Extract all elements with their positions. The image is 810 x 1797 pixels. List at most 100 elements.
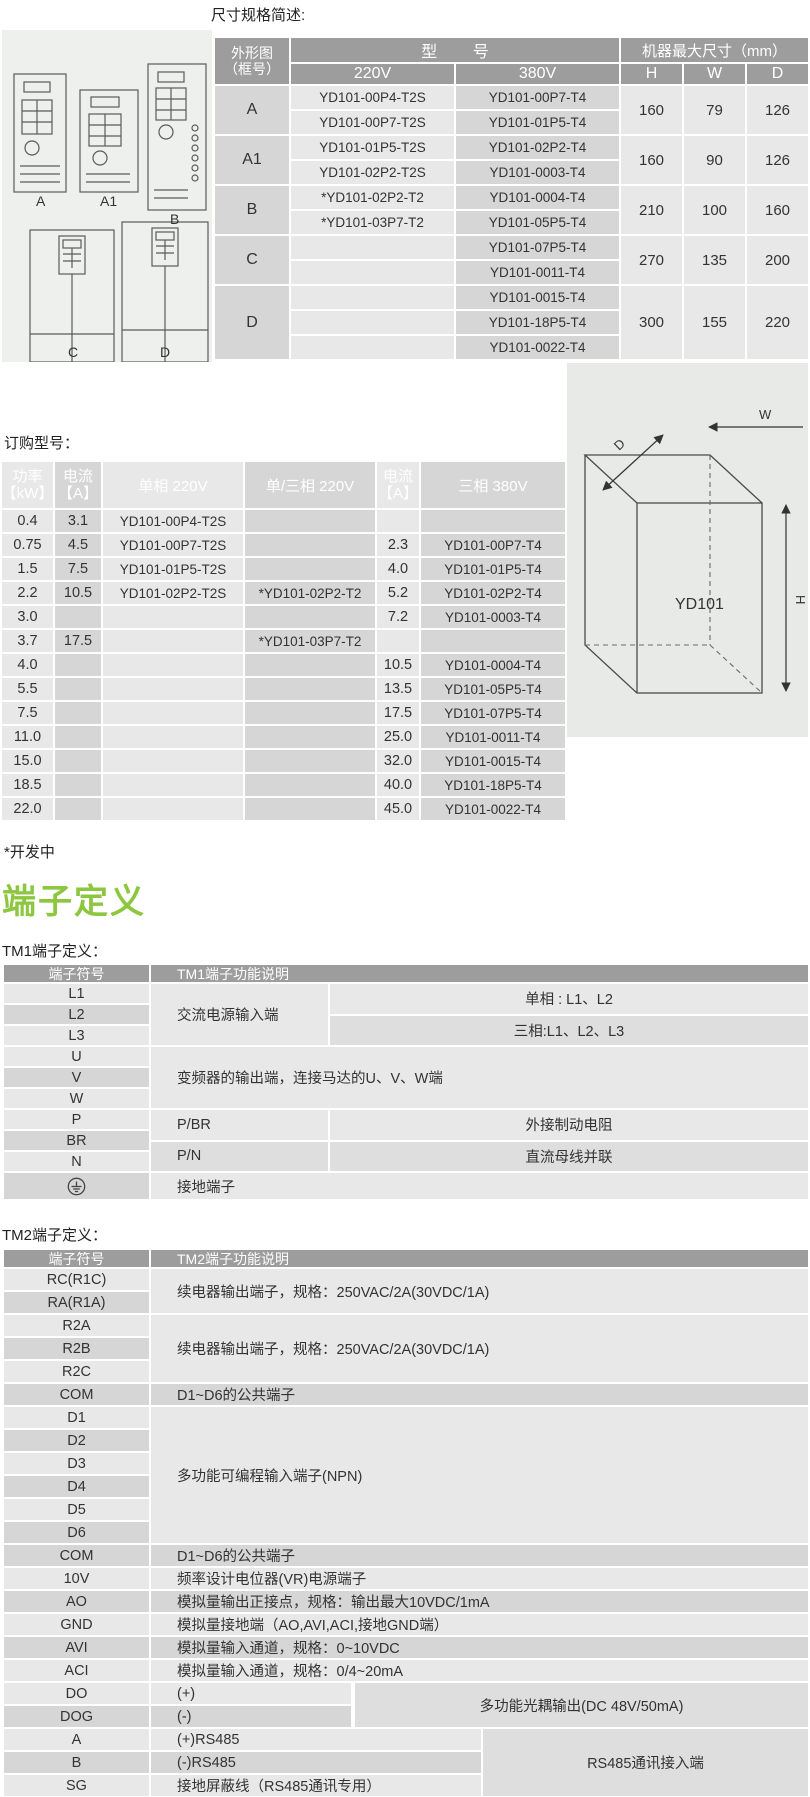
order-cell: 11.0: [2, 726, 53, 748]
order-cell: [245, 606, 375, 628]
tm2-table: 端子符号 TM2端子功能说明 RC(R1C) RA(R1A) 续电器输出端子，规…: [4, 1250, 808, 1796]
tm1-row-output: U V W 变频器的输出端，连接马达的U、V、W端: [4, 1047, 808, 1108]
dim-h: 160: [621, 86, 682, 134]
dim-d: 126: [747, 86, 808, 134]
order-cell: 45.0: [377, 798, 419, 820]
tm2-row-aci: ACI 模拟量输入通道，规格：0/4~20mA: [4, 1660, 808, 1681]
order-cell: YD101-02P2-T4: [421, 582, 565, 604]
frame-label-c: C: [68, 344, 78, 360]
tm2-function-header: TM2端子功能说明: [151, 1250, 808, 1267]
terminal-symbol: D3: [4, 1453, 149, 1474]
model-220v: *YD101-03P7-T2: [291, 211, 454, 234]
terminal-symbol: GND: [4, 1614, 149, 1635]
tm1-row-brake-bus: P BR N P/BR 外接制动电阻 P/N 直流母线并联: [4, 1110, 808, 1171]
terminal-function: 变频器的输出端，连接马达的U、V、W端: [151, 1047, 808, 1108]
ground-terminal-icon: [4, 1173, 149, 1199]
frame-cell: D: [215, 286, 289, 359]
tm2-section-title: TM2端子定义：: [2, 1227, 108, 1244]
order-cell: YD101-01P5-T4: [421, 558, 565, 580]
order-cell: 7.5: [55, 558, 101, 580]
order-cell: [55, 798, 101, 820]
tm2-row-ao: AO 模拟量输出正接点，规格：输出最大10VDC/1mA: [4, 1591, 808, 1612]
order-cell: YD101-0011-T4: [421, 726, 565, 748]
dim-h: 210: [621, 186, 682, 234]
order-cell: 40.0: [377, 774, 419, 796]
tm1-table-header: 端子符号 TM1端子功能说明: [4, 965, 808, 982]
model-380v: YD101-05P5-T4: [456, 211, 619, 234]
order-cell: [55, 750, 101, 772]
terminal-function: (-)RS485: [151, 1752, 481, 1773]
order-cell: [55, 702, 101, 724]
order-table: 功率 【kW】 电流 【A】 单相 220V 单/三相 220V 电流 【A】 …: [2, 462, 565, 820]
terminal-function: 接地端子: [151, 1173, 808, 1199]
order-cell: YD101-02P2-T2S: [103, 582, 243, 604]
model-380v: YD101-01P5-T4: [456, 111, 619, 134]
model-380v: YD101-0022-T4: [456, 336, 619, 359]
frame-drawings-panel: A A1 B C D: [2, 30, 212, 363]
box-depth-label: D: [611, 436, 628, 453]
terminal-symbol: L1: [4, 984, 149, 1003]
dim-d: 126: [747, 136, 808, 184]
order-cell: YD101-07P5-T4: [421, 702, 565, 724]
order-col-header: 单/三相 220V: [245, 462, 375, 508]
order-cell: [377, 630, 419, 652]
order-cell: [55, 678, 101, 700]
terminal-note: 多功能光耦输出(DC 48V/50mA): [355, 1683, 808, 1727]
col-header-w: W: [684, 64, 745, 84]
terminal-function: P/N: [151, 1141, 328, 1171]
dim-group-c: C YD101-07P5-T4 YD101-0011-T4 270 135 20…: [215, 236, 808, 284]
terminal-function: 模拟量输入通道，规格：0/4~20mA: [151, 1660, 808, 1681]
terminal-symbol: P: [4, 1110, 149, 1129]
tm2-row-relay1: RC(R1C) RA(R1A) 续电器输出端子，规格：250VAC/2A(30V…: [4, 1269, 808, 1313]
order-cell: [245, 726, 375, 748]
order-cell: 2.2: [2, 582, 53, 604]
model-220v: YD101-01P5-T2S: [291, 136, 454, 159]
box-width-label: W: [759, 407, 772, 422]
order-cell: [245, 654, 375, 676]
frame-outline-drawings-svg: A A1 B C D: [13, 63, 209, 363]
model-380v: YD101-07P5-T4: [456, 236, 619, 259]
terminal-function: 模拟量输入通道，规格：0~10VDC: [151, 1637, 808, 1658]
order-col-header: 电流 【A】: [55, 462, 101, 508]
order-cell: 17.5: [377, 702, 419, 724]
terminal-function: 模拟量输出正接点，规格：输出最大10VDC/1mA: [151, 1591, 808, 1612]
order-cell: [245, 774, 375, 796]
order-cell: 7.2: [377, 606, 419, 628]
terminal-symbol: U: [4, 1047, 149, 1066]
box-height-label: H: [793, 595, 808, 604]
terminal-function: (+)RS485: [151, 1729, 481, 1750]
model-380v: YD101-0015-T4: [456, 286, 619, 309]
dim-d: 220: [747, 286, 808, 359]
terminal-function: 多功能可编程输入端子(NPN): [151, 1407, 808, 1543]
terminal-symbol: D6: [4, 1522, 149, 1543]
terminal-symbol: L2: [4, 1005, 149, 1024]
order-cell: [55, 606, 101, 628]
terminal-symbol: B: [4, 1752, 149, 1773]
order-cell: [245, 558, 375, 580]
frame-label-b: B: [170, 211, 179, 227]
dim-h: 300: [621, 286, 682, 359]
model-220v: [291, 286, 454, 309]
dim-d: 200: [747, 236, 808, 284]
dim-h: 270: [621, 236, 682, 284]
model-col-header: 型 号: [291, 38, 619, 62]
terminal-symbol: SG: [4, 1775, 149, 1796]
order-cell: 1.5: [2, 558, 53, 580]
dim-w: 90: [684, 136, 745, 184]
model-220v: [291, 336, 454, 359]
dim-w: 155: [684, 286, 745, 359]
order-cell: [55, 774, 101, 796]
dimension-box-panel: W D H YD101: [567, 363, 808, 737]
order-cell: *YD101-03P7-T2: [245, 630, 375, 652]
order-cell: [245, 750, 375, 772]
order-cell: 25.0: [377, 726, 419, 748]
terminal-symbol: AO: [4, 1591, 149, 1612]
order-cell: 10.5: [377, 654, 419, 676]
order-cell: [245, 510, 375, 532]
tm2-row-digital-inputs: D1 D2 D3 D4 D5 D6 多功能可编程输入端子(NPN): [4, 1407, 808, 1543]
order-cell: [103, 654, 243, 676]
order-cell: [103, 726, 243, 748]
dim-w: 79: [684, 86, 745, 134]
order-cell: 5.5: [2, 678, 53, 700]
order-cell: [103, 606, 243, 628]
